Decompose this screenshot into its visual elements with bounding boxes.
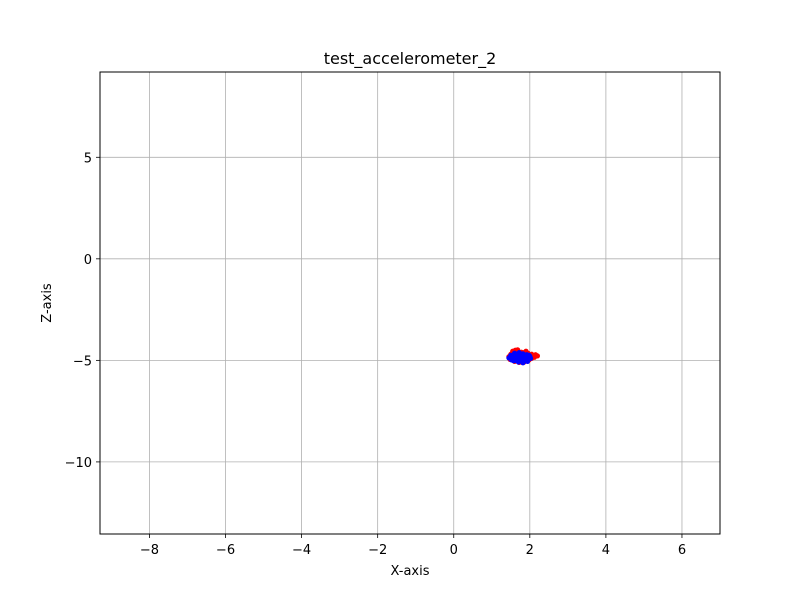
y-tick-label: 5: [84, 151, 92, 166]
x-tick-label: −8: [140, 543, 159, 558]
y-tick-label: 0: [84, 253, 92, 268]
scatter-point-series-2: [521, 356, 527, 362]
scatter-point-series-2: [515, 357, 522, 363]
y-tick-label: −5: [73, 354, 92, 369]
x-tick-label: −4: [292, 543, 311, 558]
grid: [100, 72, 720, 534]
x-tick-label: −6: [216, 543, 235, 558]
scatter-point-series-2: [512, 354, 518, 361]
x-tick-label: −2: [368, 543, 387, 558]
x-tick-label: 6: [678, 543, 686, 558]
axis-ticks: −8 −6 −4 −2 0 2 4 6 −10 −5 0 5: [65, 151, 687, 558]
x-tick-label: 4: [602, 543, 610, 558]
y-axis-label: Z-axis: [40, 283, 55, 323]
y-tick-label: −10: [65, 456, 92, 471]
x-axis-label: X-axis: [391, 564, 430, 579]
x-tick-label: 2: [526, 543, 534, 558]
scatter-point-series-2: [526, 352, 532, 358]
chart-title: test_accelerometer_2: [324, 49, 497, 69]
plot-frame: [99, 71, 721, 535]
data-points: [506, 347, 541, 366]
x-tick-label: 0: [450, 543, 458, 558]
